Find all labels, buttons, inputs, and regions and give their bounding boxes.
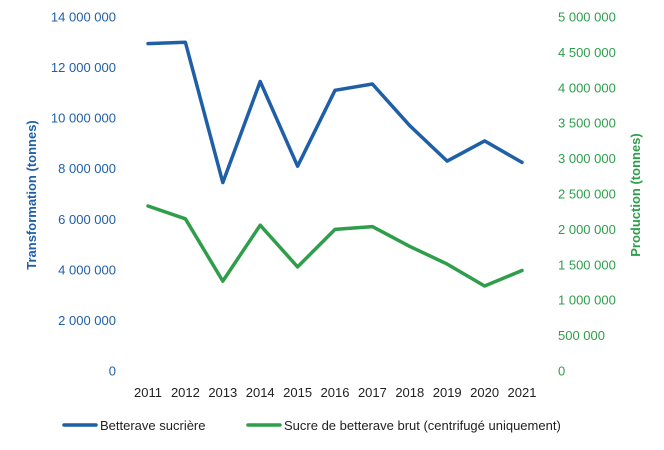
right-axis-tick-label: 2 500 000 (558, 187, 616, 202)
x-axis-tick-label: 2019 (433, 385, 462, 400)
right-axis-tick-label: 0 (558, 364, 565, 379)
right-axis-tick-label: 4 000 000 (558, 80, 616, 95)
legend: Betterave sucrière Sucre de betterave br… (62, 418, 561, 433)
left-axis-tick-label: 6 000 000 (58, 212, 116, 227)
series-line-sucre (146, 204, 524, 288)
left-axis-tick-label: 12 000 000 (51, 60, 116, 75)
x-axis-tick-label: 2014 (246, 385, 275, 400)
x-axis-tick-label: 2017 (358, 385, 387, 400)
legend-label-sucre: Sucre de betterave brut (centrifugé uniq… (284, 418, 561, 433)
left-axis-tick-label: 0 (109, 364, 116, 379)
right-axis-ticks: 0 500 000 1 000 000 1 500 000 2 000 000 2 500… (558, 10, 616, 379)
series-lines (146, 40, 524, 288)
legend-label-betterave: Betterave sucrière (100, 418, 206, 433)
x-axis-tick-label: 2011 (134, 385, 162, 400)
right-axis-tick-label: 500 000 (558, 328, 605, 343)
x-axis-tick-label: 2016 (321, 385, 350, 400)
right-axis-tick-label: 4 500 000 (558, 45, 616, 60)
left-axis-tick-label: 8 000 000 (58, 161, 116, 176)
right-axis-title: Production (tonnes) (628, 133, 643, 257)
left-axis-ticks: 0 2 000 000 4 000 000 6 000 000 8 000 000 10 … (51, 10, 116, 379)
right-axis-tick-label: 1 000 000 (558, 293, 616, 308)
right-axis-tick-label: 1 500 000 (558, 257, 616, 272)
left-axis-tick-label: 10 000 000 (51, 111, 116, 126)
x-axis-tick-label: 2015 (283, 385, 312, 400)
left-axis-tick-label: 2 000 000 (58, 313, 116, 328)
left-axis-tick-label: 14 000 000 (51, 10, 116, 25)
x-axis-ticks: 2011 2012 2013 2014 2015 2016 2017 2018 2019 2020… (134, 385, 536, 400)
x-axis-tick-label: 2020 (470, 385, 499, 400)
right-axis-tick-label: 3 500 000 (558, 116, 616, 131)
right-axis-tick-label: 3 000 000 (558, 151, 616, 166)
x-axis-tick-label: 2018 (395, 385, 424, 400)
left-axis-title: Transformation (tonnes) (24, 120, 39, 270)
x-axis-tick-label: 2012 (171, 385, 200, 400)
x-axis-tick-label: 2021 (508, 385, 537, 400)
left-axis-tick-label: 4 000 000 (58, 262, 116, 277)
series-line-betterave (146, 40, 524, 185)
x-axis-tick-label: 2013 (208, 385, 237, 400)
right-axis-tick-label: 5 000 000 (558, 10, 616, 25)
right-axis-tick-label: 2 000 000 (558, 222, 616, 237)
